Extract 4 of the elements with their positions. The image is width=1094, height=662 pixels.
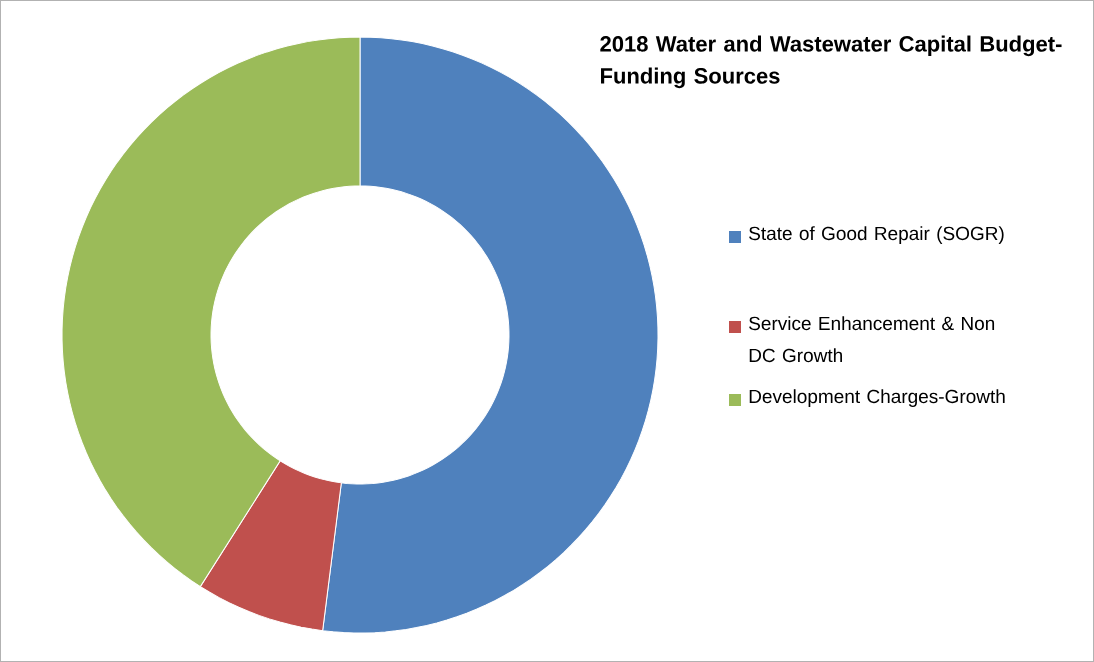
text: 2018 Water and Wastewater Capital Budget-Funding Sources xyxy=(600,35,1062,89)
legend-label: State of Good Repair (SOGR) xyxy=(749,226,1004,244)
legend-label: Service Enhancement & Non DC Growth xyxy=(749,316,995,363)
legend-label: Development Charges-Growth xyxy=(749,389,1005,407)
